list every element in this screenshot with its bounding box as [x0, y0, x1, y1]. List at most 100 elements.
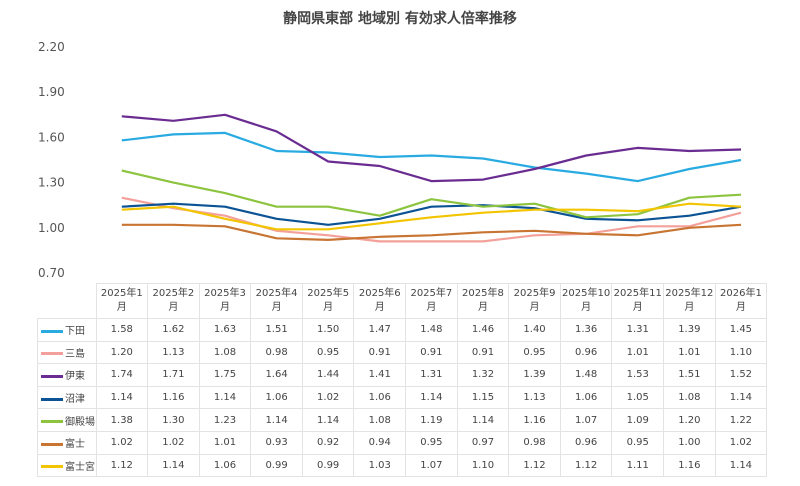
table-row: 三島 1.20 1.13 1.08 0.98 0.95 0.91 0.91 0.91 0.95 0.…: [37, 340, 768, 365]
data-label: 1.46: [456, 318, 510, 342]
y-tick-label: 1.60: [38, 130, 65, 144]
data-label: 0.95: [301, 340, 355, 365]
data-label: 1.15: [456, 385, 510, 410]
data-label: 1.13: [508, 385, 561, 410]
data-label: 1.40: [508, 318, 561, 342]
data-label: 1.53: [611, 363, 665, 387]
data-label: 1.02: [95, 430, 149, 455]
table-row: 富士 1.02 1.02 1.01 0.93 0.92 0.94 0.95 0.97 0.98 0.…: [37, 430, 768, 455]
x-tick-label: 2025年6月: [353, 283, 407, 319]
data-label: 1.58: [95, 318, 149, 342]
data-label: 1.01: [663, 340, 716, 365]
data-label: 1.14: [714, 453, 768, 478]
data-label: 1.01: [611, 340, 665, 365]
data-label: 0.98: [508, 430, 561, 455]
data-label: 1.51: [663, 363, 716, 387]
data-label: 1.06: [198, 453, 252, 478]
data-label: 0.95: [611, 430, 665, 455]
series-line-5: [121, 223, 742, 241]
data-label: 1.63: [198, 318, 252, 342]
data-label: 0.96: [559, 430, 613, 455]
legend-entry: 御殿場: [37, 408, 97, 432]
x-tick-label: 2025年5月: [301, 283, 355, 319]
data-label: 1.01: [198, 430, 252, 455]
x-tick-label: 2025年2月: [147, 283, 200, 319]
data-label: 0.91: [405, 340, 458, 365]
legend-label: 富士宮: [65, 461, 95, 473]
legend-swatch: [41, 374, 63, 378]
legend-label: 下田: [65, 326, 85, 338]
table-corner: [37, 283, 97, 319]
legend-entry: 伊東: [37, 363, 97, 387]
data-label: 1.12: [559, 453, 613, 478]
table-row: 富士宮 1.12 1.14 1.06 0.99 0.99 1.03 1.07 1.10 1.12 1…: [37, 453, 768, 478]
data-label: 0.95: [508, 340, 561, 365]
data-label: 0.97: [456, 430, 510, 455]
legend-swatch: [41, 329, 63, 333]
data-label: 1.64: [250, 363, 303, 387]
data-label: 1.06: [559, 385, 613, 410]
chart-title: 静岡県東部 地域別 有効求人倍率推移: [283, 11, 517, 27]
data-label: 0.93: [250, 430, 303, 455]
data-label: 1.74: [95, 363, 149, 387]
data-label: 1.16: [663, 453, 716, 478]
x-tick-label: 2026年1月: [714, 283, 768, 319]
legend-label: 富士: [65, 439, 85, 451]
data-label: 1.06: [353, 385, 407, 410]
x-tick-label: 2025年9月: [508, 283, 561, 319]
legend-label: 沼津: [65, 394, 85, 406]
data-label: 1.36: [559, 318, 613, 342]
data-label: 1.47: [353, 318, 407, 342]
data-label: 1.39: [663, 318, 716, 342]
y-tick-label: 1.30: [38, 176, 65, 190]
x-tick-label: 2025年11月: [611, 283, 665, 319]
data-label: 1.11: [611, 453, 665, 478]
data-label: 1.07: [405, 453, 458, 478]
data-label: 1.20: [95, 340, 149, 365]
x-tick-label: 2025年7月: [405, 283, 458, 319]
data-label: 1.14: [198, 385, 252, 410]
data-label: 1.06: [250, 385, 303, 410]
legend-swatch: [41, 352, 63, 356]
data-label: 1.20: [663, 408, 716, 432]
legend-swatch: [41, 442, 63, 446]
data-label: 1.00: [663, 430, 716, 455]
legend-entry: 富士宮: [37, 453, 97, 478]
legend-swatch: [41, 465, 63, 469]
legend-entry: 三島: [37, 340, 97, 365]
data-label: 1.12: [95, 453, 149, 478]
data-label: 1.05: [611, 385, 665, 410]
data-label: 1.07: [559, 408, 613, 432]
data-label: 0.91: [456, 340, 510, 365]
data-label: 1.48: [559, 363, 613, 387]
data-label: 1.09: [611, 408, 665, 432]
legend-label: 三島: [65, 348, 85, 360]
data-label: 1.22: [714, 408, 768, 432]
data-label: 1.10: [714, 340, 768, 365]
series-line-4: [121, 169, 742, 219]
data-label: 1.14: [250, 408, 303, 432]
data-label: 1.14: [147, 453, 200, 478]
data-label: 1.16: [508, 408, 561, 432]
data-label: 1.52: [714, 363, 768, 387]
data-label: 1.08: [353, 408, 407, 432]
data-label: 1.71: [147, 363, 200, 387]
data-label: 1.50: [301, 318, 355, 342]
data-label: 1.31: [405, 363, 458, 387]
data-label: 1.02: [147, 430, 200, 455]
series-line-2: [121, 113, 742, 183]
series-line-3: [121, 202, 742, 226]
data-label: 1.13: [147, 340, 200, 365]
data-label: 1.38: [95, 408, 149, 432]
data-label: 1.19: [405, 408, 458, 432]
data-label: 1.41: [353, 363, 407, 387]
y-tick-label: 0.70: [38, 266, 65, 280]
data-label: 1.44: [301, 363, 355, 387]
data-label: 1.02: [714, 430, 768, 455]
data-label: 0.95: [405, 430, 458, 455]
legend-label: 伊東: [65, 371, 85, 383]
y-tick-label: 1.00: [38, 221, 65, 235]
data-label: 0.92: [301, 430, 355, 455]
data-label: 1.10: [456, 453, 510, 478]
